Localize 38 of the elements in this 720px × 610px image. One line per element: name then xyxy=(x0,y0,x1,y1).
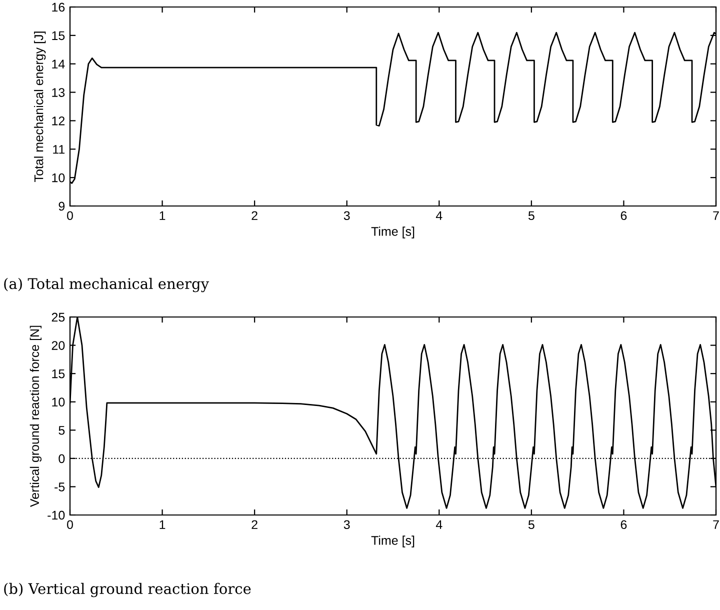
y-axis-title: Total mechanical energy [J] xyxy=(34,32,46,182)
x-tick-label: 6 xyxy=(620,211,627,220)
x-tick-label: 2 xyxy=(252,211,258,220)
x-tick-label: 7 xyxy=(713,211,719,220)
x-axis-title: Time [s] xyxy=(371,536,414,548)
y-tick-label: 15 xyxy=(52,370,65,378)
text: (b) Vertical ground reaction force xyxy=(4,582,251,598)
y-tick-label: 10 xyxy=(52,173,65,182)
y-tick-label: -10 xyxy=(48,510,65,520)
y-tick-label: 12 xyxy=(52,116,65,126)
y-tick-label: 13 xyxy=(52,88,65,97)
y-tick-label: 0 xyxy=(58,454,65,464)
x-tick-label: 2 xyxy=(252,520,258,529)
text: (a) Total mechanical energy xyxy=(4,278,210,292)
x-tick-label: 6 xyxy=(620,520,627,530)
x-tick-label: 1 xyxy=(160,211,166,220)
x-tick-label: 5 xyxy=(528,211,534,220)
y-tick-label: 10 xyxy=(52,398,65,407)
y-axis-title: Vertical ground reaction force [N] xyxy=(30,326,42,507)
x-tick-label: 3 xyxy=(344,211,350,220)
x-tick-label: 0 xyxy=(67,211,73,220)
y-tick-label: -5 xyxy=(54,482,65,492)
y-tick-label: 11 xyxy=(53,145,65,154)
y-tick-label: 15 xyxy=(52,31,65,40)
y-tick-label: 5 xyxy=(58,426,65,435)
x-tick-label: 1 xyxy=(160,520,166,529)
y-tick-label: 16 xyxy=(52,2,65,12)
y-tick-label: 25 xyxy=(52,312,65,322)
x-tick-label: 4 xyxy=(436,211,442,220)
x-tick-label: 4 xyxy=(436,520,442,529)
x-axis-title: Time [s] xyxy=(371,226,414,238)
x-tick-label: 5 xyxy=(528,520,534,530)
x-tick-label: 3 xyxy=(344,520,350,530)
x-tick-label: 7 xyxy=(713,520,719,529)
y-tick-label: 9 xyxy=(58,202,65,211)
x-tick-label: 0 xyxy=(67,520,73,530)
y-tick-label: 20 xyxy=(52,341,65,350)
y-tick-label: 14 xyxy=(52,60,65,68)
